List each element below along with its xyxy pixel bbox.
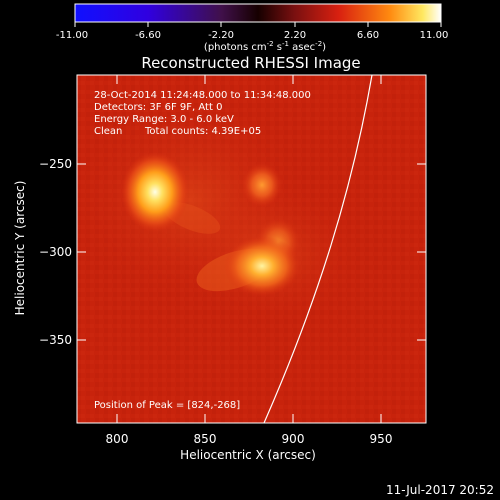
footer-timestamp: 11-Jul-2017 20:52 xyxy=(386,483,494,497)
colorbar-gradient xyxy=(74,3,442,23)
colorbar-tick-label: 6.60 xyxy=(357,30,379,41)
solar-limb-line xyxy=(263,75,373,423)
detectors-annotation: Detectors: 3F 6F 9F, Att 0 xyxy=(94,102,222,113)
colorbar-tick-label: -11.00 xyxy=(56,30,88,41)
total-counts-annotation: Total counts: 4.39E+05 xyxy=(144,126,261,137)
time-range-annotation: 28-Oct-2014 11:24:48.000 to 11:34:48.000 xyxy=(94,90,311,101)
y-tick-label: −250 xyxy=(39,157,72,171)
colorbar: -11.00 -6.60 -2.20 2.20 6.60 11.00 (phot… xyxy=(56,3,449,53)
primary-source xyxy=(121,152,189,232)
y-tick-label: −300 xyxy=(39,245,72,259)
y-axis-ticks xyxy=(77,163,426,341)
x-axis-label: Heliocentric X (arcsec) xyxy=(180,448,316,462)
x-axis-ticks xyxy=(116,75,382,423)
minor-source xyxy=(242,163,282,207)
x-tick-label: 950 xyxy=(370,432,393,446)
rhessi-image-map xyxy=(77,75,426,423)
plot-title: Reconstructed RHESSI Image xyxy=(141,54,360,72)
y-tick-label: −350 xyxy=(39,333,72,347)
colorbar-tick-label: 11.00 xyxy=(420,30,449,41)
energy-range-annotation: Energy Range: 3.0 - 6.0 keV xyxy=(94,114,234,125)
colorbar-tick-label: -6.60 xyxy=(135,30,161,41)
y-axis-label: Heliocentric Y (arcsec) xyxy=(13,181,27,316)
colorbar-tick-label: -2.20 xyxy=(208,30,234,41)
x-tick-label: 900 xyxy=(282,432,305,446)
x-tick-label: 850 xyxy=(194,432,217,446)
plot-frame xyxy=(76,74,427,424)
colorbar-tickmarks xyxy=(74,22,442,27)
colorbar-units-label: (photons cm-2 s-1 asec-2) xyxy=(204,40,326,53)
x-tick-label: 800 xyxy=(106,432,129,446)
secondary-source xyxy=(224,236,300,296)
clean-method-annotation: Clean xyxy=(94,126,122,137)
colorbar-tick-label: 2.20 xyxy=(284,30,306,41)
peak-position-annotation: Position of Peak = [824,-268] xyxy=(94,400,240,411)
